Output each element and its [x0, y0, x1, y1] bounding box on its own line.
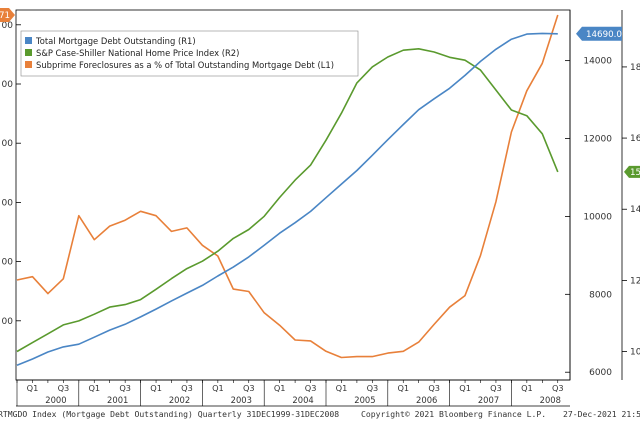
- left-axis-tick-label: 00: [2, 21, 14, 31]
- x-axis-quarter-label: Q3: [181, 383, 193, 393]
- x-axis-quarter-label: Q3: [305, 383, 317, 393]
- x-axis-quarter-label: Q1: [336, 383, 348, 393]
- last-value-tag-r1-label: 14690.02: [586, 30, 627, 40]
- series-line-r1: [16, 32, 558, 366]
- x-axis-year-label: 2008: [540, 395, 561, 405]
- x-axis-quarter-label: Q1: [150, 383, 162, 393]
- legend: Total Mortgage Debt Outstanding (R1) S&P…: [20, 30, 359, 77]
- legend-label-case-shiller: S&P Case-Shiller National Home Price Ind…: [36, 48, 239, 58]
- x-axis-quarter-label: Q3: [119, 383, 131, 393]
- right-axis-r2-tick-label: 16: [630, 134, 640, 144]
- x-axis-quarter-label: Q3: [490, 383, 502, 393]
- x-axis-year-label: 2004: [292, 395, 313, 405]
- right-axis-r1: 6000 8000 10000 12000 14000: [565, 57, 612, 378]
- last-value-tag-l1: [0, 8, 15, 23]
- footer-index-text: RTMGDO Index (Mortgage Debt Outstanding)…: [0, 409, 339, 419]
- left-axis-tick-label: 00: [2, 198, 14, 208]
- x-axis-year-label: 2001: [107, 395, 128, 405]
- last-value-tags: 14690.02 15 71: [0, 8, 640, 178]
- legend-swatch-subprime-foreclosures: [25, 61, 32, 68]
- x-axis-quarter-label: Q1: [397, 383, 409, 393]
- legend-label-mortgage-debt: Total Mortgage Debt Outstanding (R1): [35, 36, 196, 46]
- footer-copyright: Copyright© 2021 Bloomberg Finance L.P.: [361, 409, 546, 419]
- x-axis-quarter-label: Q3: [552, 383, 564, 393]
- right-axis-r2-tick-label: 18: [630, 63, 640, 73]
- x-axis-year-label: 2002: [169, 395, 190, 405]
- x-axis-year-label: 2006: [416, 395, 437, 405]
- x-axis-year-label: 2003: [231, 395, 252, 405]
- right-axis-r2-tick-label: 14: [630, 205, 640, 215]
- legend-swatch-case-shiller: [25, 49, 32, 56]
- x-axis-quarter-label: Q1: [27, 383, 39, 393]
- left-axis-tick-label: 00: [2, 317, 14, 327]
- right-axis-r2-tick-label: 10: [630, 348, 640, 358]
- right-axis-r2: 10 12 14 16 18: [622, 63, 640, 358]
- last-value-tag-r1: [576, 26, 622, 41]
- x-axis-quarter-label: Q3: [428, 383, 440, 393]
- last-value-tag-r2-label: 15: [630, 168, 640, 178]
- right-axis-r1-tick-label: 6000: [589, 368, 612, 378]
- left-axis: 00 00 00 00 00 00: [2, 21, 21, 327]
- left-axis-tick-label: 00: [2, 258, 14, 268]
- left-axis-tick-label: 00: [2, 80, 14, 90]
- last-value-tag-l1-label: 71: [0, 11, 10, 21]
- legend-label-subprime-foreclosures: Subprime Foreclosures as a % of Total Ou…: [36, 60, 334, 70]
- x-axis-quarter-label: Q1: [521, 383, 533, 393]
- x-axis-quarter-label: Q3: [243, 383, 255, 393]
- series-line-r2: [16, 47, 559, 353]
- x-axis-quarter-label: Q1: [212, 383, 224, 393]
- right-axis-r2-tick-label: 12: [630, 276, 640, 286]
- right-axis-r1-tick-label: 8000: [589, 290, 612, 300]
- x-axis-quarter-label: Q1: [459, 383, 471, 393]
- x-axis-quarter-label: Q3: [58, 383, 70, 393]
- right-axis-r1-tick-label: 12000: [583, 135, 612, 145]
- footer-timestamp: 27-Dec-2021 21:5: [563, 409, 640, 419]
- x-axis-year-label: 2005: [354, 395, 375, 405]
- right-axis-r1-tick-label: 14000: [583, 57, 612, 67]
- legend-box: [20, 30, 359, 77]
- x-axis-year-label: 2000: [45, 395, 66, 405]
- left-axis-tick-label: 00: [2, 139, 14, 149]
- series-line-l1: [16, 14, 559, 359]
- series-lines: [16, 14, 559, 366]
- x-axis-quarter-label: Q1: [88, 383, 100, 393]
- x-axis-quarter-label: Q1: [274, 383, 286, 393]
- x-axis-year-label: 2007: [478, 395, 499, 405]
- right-axis-r1-tick-label: 10000: [583, 212, 612, 222]
- last-value-tag-r2: [624, 165, 640, 178]
- legend-swatch-mortgage-debt: [25, 37, 32, 44]
- x-axis-quarter-label: Q3: [367, 383, 379, 393]
- x-axis: Q1 Q3 Q1 Q3 Q1 Q3 Q1 Q3 Q1 Q3 Q1 Q3 Q1 Q3 Q1 Q3 Q1 Q3 2000…: [16, 380, 564, 406]
